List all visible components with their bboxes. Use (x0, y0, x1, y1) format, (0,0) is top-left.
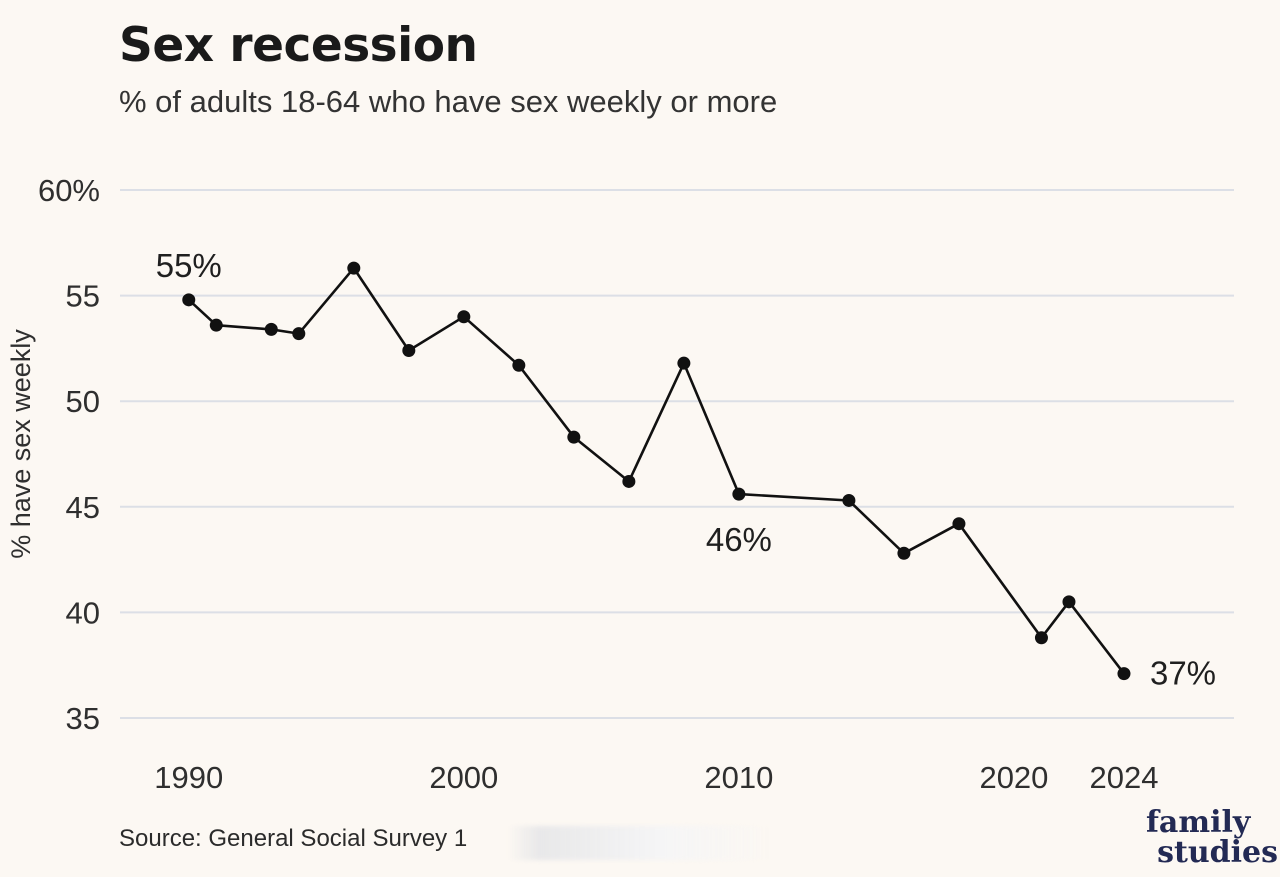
data-point (897, 546, 911, 560)
y-axis-label: % have sex weekly (6, 329, 36, 559)
data-point (402, 344, 416, 358)
y-tick-label: 50 (66, 384, 100, 419)
data-point (842, 493, 856, 507)
chart-subtitle: % of adults 18-64 who have sex weekly or… (119, 84, 778, 119)
data-point (209, 318, 223, 332)
data-point (264, 322, 278, 336)
data-point (567, 430, 581, 444)
logo-line-1: family (1146, 805, 1251, 840)
x-tick-label: 2000 (429, 760, 498, 795)
y-tick-label: 60% (38, 173, 100, 208)
data-label: 46% (706, 521, 772, 558)
data-point (622, 474, 636, 488)
chart-title: Sex recession (119, 18, 478, 73)
data-point (1062, 595, 1076, 609)
family-studies-logo: family studies (1146, 808, 1280, 868)
data-point (292, 327, 306, 341)
x-tick-label: 2020 (979, 760, 1048, 795)
data-point (677, 356, 691, 370)
source-note: Source: General Social Survey 1 (119, 825, 468, 852)
data-point (1034, 631, 1048, 645)
data-point (1117, 667, 1131, 681)
y-tick-label: 55 (66, 279, 100, 314)
logo-line-2: studies (1157, 835, 1278, 870)
y-tick-label: 35 (66, 701, 100, 736)
x-tick-label: 2010 (704, 760, 773, 795)
y-tick-label: 45 (66, 490, 100, 525)
data-point (182, 293, 196, 307)
x-tick-label: 1990 (154, 760, 223, 795)
redaction-smudge (508, 826, 770, 860)
data-point (512, 358, 526, 372)
data-label: 37% (1150, 655, 1216, 692)
data-point (347, 261, 361, 275)
data-point (457, 310, 471, 324)
data-point (952, 517, 966, 531)
x-tick-label: 2024 (1089, 760, 1158, 795)
y-tick-label: 40 (66, 595, 100, 630)
data-point (732, 487, 746, 501)
data-label: 55% (156, 247, 222, 284)
